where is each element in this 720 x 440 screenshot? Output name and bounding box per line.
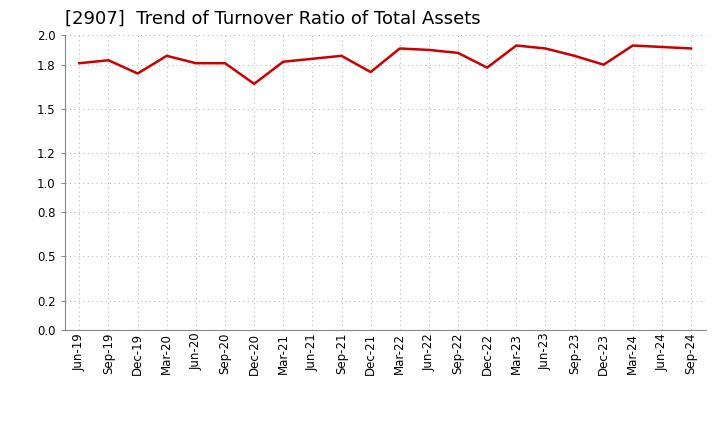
Text: [2907]  Trend of Turnover Ratio of Total Assets: [2907] Trend of Turnover Ratio of Total …	[65, 10, 480, 28]
